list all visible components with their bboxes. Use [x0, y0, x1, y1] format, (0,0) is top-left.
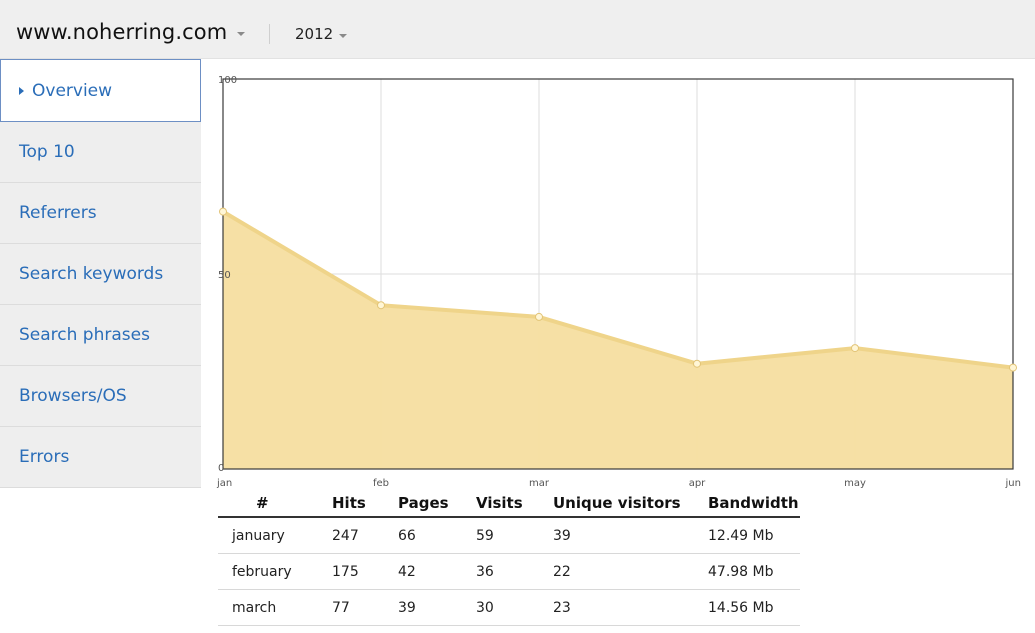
table-cell: 175	[332, 553, 398, 590]
sidebar-item-label: Referrers	[19, 203, 97, 223]
column-header: Pages	[398, 490, 476, 518]
column-header: Visits	[476, 490, 553, 518]
sidebar-item-label: Overview	[32, 80, 113, 101]
header-divider	[269, 24, 270, 44]
site-dropdown[interactable]: www.noherring.com	[16, 18, 246, 46]
x-tick-label: feb	[373, 478, 389, 489]
data-point-jan	[219, 207, 227, 216]
table-cell: 59	[476, 517, 553, 554]
table-cell: february	[218, 553, 332, 590]
table-row: january 247 66 59 39 12.49 Mb	[218, 517, 800, 554]
x-tick-label: may	[844, 478, 866, 489]
data-point-feb	[377, 301, 385, 310]
data-point-mar	[535, 312, 543, 321]
column-header: Hits	[332, 490, 398, 518]
table-row: march 77 39 30 23 14.56 Mb	[218, 589, 800, 626]
sidebar-item-label: Browsers/OS	[19, 386, 127, 406]
sidebar-item-top-10[interactable]: Top 10	[0, 122, 201, 183]
table-cell: 77	[332, 589, 398, 626]
sidebar-item-errors[interactable]: Errors	[0, 427, 201, 488]
table-cell: march	[218, 589, 332, 626]
data-point-apr	[693, 359, 701, 368]
sidebar-item-label: Top 10	[19, 142, 75, 162]
y-tick-label: 50	[218, 270, 231, 281]
chevron-down-icon	[237, 31, 246, 36]
data-point-may	[851, 344, 859, 353]
table-cell: 42	[398, 553, 476, 590]
table-cell: 14.56 Mb	[708, 589, 800, 626]
site-name: www.noherring.com	[16, 20, 228, 44]
table-cell: 247	[332, 517, 398, 554]
x-tick-label: jun	[1005, 478, 1021, 489]
table-cell: 23	[553, 589, 708, 626]
sidebar-item-label: Errors	[19, 447, 70, 467]
table-cell: january	[218, 517, 332, 554]
y-tick-label: 100	[218, 75, 237, 86]
table-cell: 39	[553, 517, 708, 554]
sidebar-item-label: Search phrases	[19, 325, 150, 345]
traffic-chart: 0 50 100 jan feb mar apr may jun	[201, 59, 1035, 499]
table-cell: 47.98 Mb	[708, 553, 800, 590]
sidebar-item-referrers[interactable]: Referrers	[0, 183, 201, 244]
plot-frame	[222, 78, 1014, 470]
chevron-down-icon	[339, 33, 348, 38]
table-row: february 175 42 36 22 47.98 Mb	[218, 553, 800, 590]
sidebar-item-overview[interactable]: Overview	[0, 59, 201, 122]
series-line	[221, 209, 1014, 370]
table-cell: 66	[398, 517, 476, 554]
sidebar-item-search-keywords[interactable]: Search keywords	[0, 244, 201, 305]
column-header: #	[218, 490, 332, 518]
table-cell: 12.49 Mb	[708, 517, 800, 554]
column-header: Unique visitors	[553, 490, 708, 518]
sidebar-item-browsers-os[interactable]: Browsers/OS	[0, 366, 201, 427]
sidebar-item-label: Search keywords	[19, 264, 164, 284]
table-cell: 30	[476, 589, 553, 626]
series-area	[223, 211, 1013, 469]
sidebar: Overview Top 10 Referrers Search keyword…	[0, 59, 201, 488]
caret-right-icon	[19, 86, 24, 95]
table-header-row: # Hits Pages Visits Unique visitors Band…	[218, 490, 800, 518]
sidebar-item-search-phrases[interactable]: Search phrases	[0, 305, 201, 366]
x-tick-label: mar	[529, 478, 550, 489]
table-cell: 39	[398, 589, 476, 626]
table-cell: 22	[553, 553, 708, 590]
year-label: 2012	[295, 25, 334, 43]
traffic-chart-svg: 0 50 100 jan feb mar apr may jun	[216, 75, 1021, 489]
data-point-jun	[1009, 363, 1017, 372]
x-tick-label: apr	[689, 478, 706, 489]
column-header: Bandwidth	[708, 490, 800, 518]
year-dropdown[interactable]: 2012	[295, 22, 348, 46]
monthly-stats-table: # Hits Pages Visits Unique visitors Band…	[218, 490, 800, 626]
top-header: www.noherring.com 2012	[0, 0, 1035, 59]
x-tick-label: jan	[216, 478, 232, 489]
table-cell: 36	[476, 553, 553, 590]
y-tick-label: 0	[218, 463, 224, 474]
